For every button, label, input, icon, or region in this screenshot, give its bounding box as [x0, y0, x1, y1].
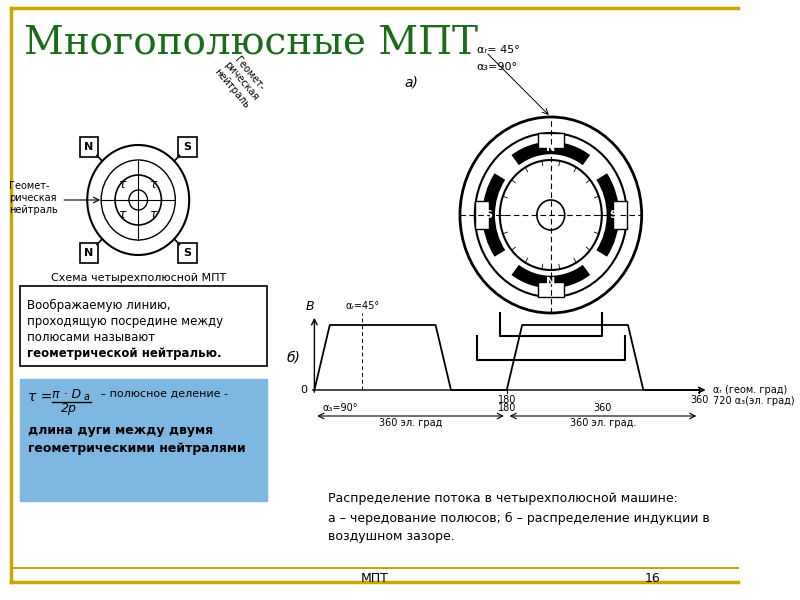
Text: 360 эл. град.: 360 эл. град.	[570, 418, 636, 428]
Text: б): б)	[286, 350, 301, 364]
Text: 720 α₃(эл. град): 720 α₃(эл. град)	[713, 396, 794, 406]
Text: αᵣ (геом. град): αᵣ (геом. град)	[713, 385, 787, 395]
Text: S: S	[183, 142, 191, 152]
Text: геометрическими нейтралями: геометрическими нейтралями	[28, 442, 246, 455]
Text: 180: 180	[498, 403, 516, 413]
Polygon shape	[80, 243, 98, 263]
Text: S: S	[609, 210, 617, 220]
Text: а): а)	[404, 75, 418, 89]
Text: воздушном зазоре.: воздушном зазоре.	[328, 530, 455, 543]
Text: τ =: τ =	[28, 390, 52, 404]
Text: 2p: 2p	[62, 402, 77, 415]
Text: N: N	[85, 142, 94, 152]
Text: 360: 360	[594, 403, 612, 413]
Text: 0: 0	[300, 385, 307, 395]
Text: S: S	[485, 210, 493, 220]
Text: проходящую посредине между: проходящую посредине между	[27, 315, 223, 328]
Text: τ: τ	[118, 208, 126, 221]
FancyBboxPatch shape	[19, 286, 267, 366]
Text: α₃=90°: α₃=90°	[322, 403, 358, 413]
Text: N: N	[85, 248, 94, 258]
Text: α₃=90°: α₃=90°	[477, 62, 518, 72]
Text: Воображаемую линию,: Воображаемую линию,	[27, 299, 170, 312]
Polygon shape	[538, 282, 564, 297]
Text: S: S	[183, 248, 191, 258]
Text: τ: τ	[150, 179, 158, 191]
Text: 360: 360	[690, 395, 708, 405]
Text: Геомет-
рическая
нейтраль: Геомет- рическая нейтраль	[9, 181, 58, 215]
Polygon shape	[613, 201, 627, 229]
Text: Многополюсные МПТ: Многополюсные МПТ	[24, 25, 478, 62]
Text: – полюсное деление -: – полюсное деление -	[97, 389, 227, 399]
Text: π · D: π · D	[52, 388, 81, 401]
Text: геометрической нейтралью.: геометрической нейтралью.	[27, 347, 222, 360]
Polygon shape	[474, 201, 489, 229]
Text: длина дуги между двумя: длина дуги между двумя	[28, 424, 213, 437]
Text: полюсами называют: полюсами называют	[27, 331, 155, 344]
Text: Распределение потока в четырехполюсной машине:: Распределение потока в четырехполюсной м…	[328, 492, 678, 505]
Text: αᵣ= 45°: αᵣ= 45°	[477, 45, 519, 55]
Text: τ: τ	[118, 179, 126, 191]
Text: B: B	[306, 300, 314, 313]
Polygon shape	[80, 137, 98, 157]
Polygon shape	[178, 243, 197, 263]
Polygon shape	[178, 137, 197, 157]
FancyBboxPatch shape	[19, 379, 267, 501]
Text: αᵣ=45°: αᵣ=45°	[346, 301, 379, 311]
Text: τ: τ	[150, 208, 158, 221]
Text: 360 эл. град: 360 эл. град	[379, 418, 442, 428]
Text: N: N	[546, 143, 555, 153]
Text: 180: 180	[498, 395, 516, 405]
Polygon shape	[538, 133, 564, 148]
Text: 16: 16	[645, 571, 661, 584]
Text: N: N	[546, 277, 555, 287]
Text: Геомет-
рическая
нейтраль: Геомет- рическая нейтраль	[213, 52, 269, 110]
Text: Схема четырехполюсной МПТ: Схема четырехполюсной МПТ	[50, 273, 226, 283]
Text: МПТ: МПТ	[361, 571, 389, 584]
Text: a: a	[83, 392, 90, 402]
Text: а – чередование полюсов; б – распределение индукции в: а – чередование полюсов; б – распределен…	[328, 512, 710, 525]
